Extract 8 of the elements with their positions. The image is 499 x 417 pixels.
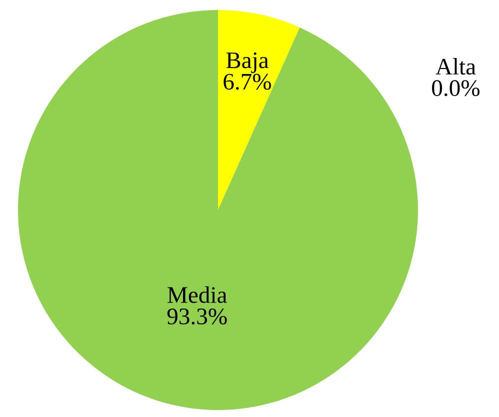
pie-slice — [218, 10, 300, 210]
slice-label: Baja — [226, 52, 269, 74]
slice-label: Media — [168, 286, 227, 303]
data-label: 6.7% — [224, 74, 272, 90]
data-label: 93.3% — [167, 308, 227, 325]
text: 0.0% — [432, 80, 480, 96]
pie-slice — [18, 10, 418, 410]
category-label: Alta — [436, 58, 476, 75]
